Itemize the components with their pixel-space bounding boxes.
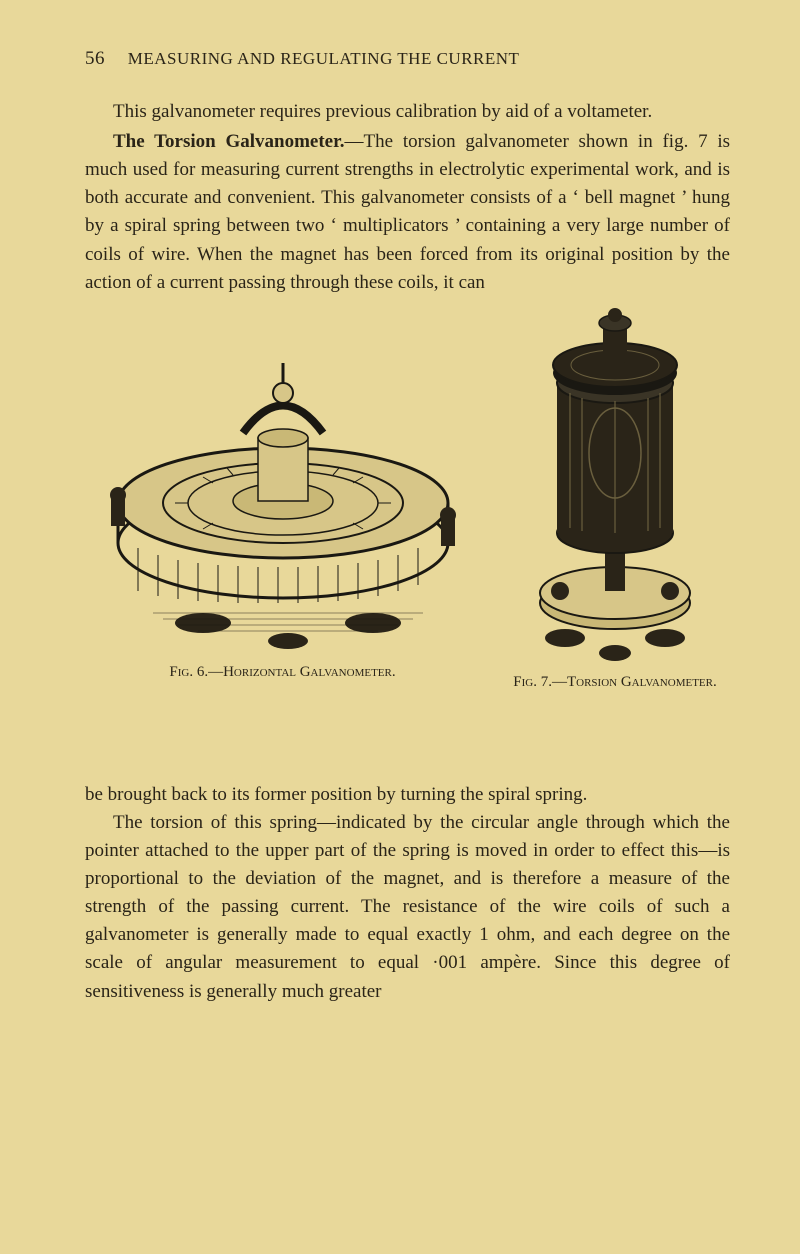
paragraph-intro: This galvanometer requires previous cali… <box>85 98 730 126</box>
figure-7: Fig. 7.—Torsion Galva­nometer. <box>500 303 730 693</box>
figure-7-text: —Torsion Galva­nometer. <box>552 674 717 690</box>
figure-7-caption: Fig. 7.—Torsion Galva­nometer. <box>500 673 730 693</box>
page: 56 MEASURING AND REGULATING THE CURRENT … <box>0 0 800 1056</box>
figure-6-caption: Fig. 6.—Horizontal Galvanometer. <box>85 663 480 683</box>
figure-7-label: Fig. 7. <box>513 674 552 690</box>
figure-6-text: —Horizontal Galvanometer. <box>208 664 396 680</box>
running-header: 56 MEASURING AND REGULATING THE CURRENT <box>85 48 730 70</box>
figure-area: Fig. 6.—Horizontal Galvanometer. <box>85 303 730 763</box>
paragraph-continue-2: The torsion of this spring—indicated by … <box>85 809 730 1006</box>
figure-6-label: Fig. 6. <box>169 664 208 680</box>
horizontal-galvanometer-illustration <box>93 343 473 653</box>
section-heading-torsion: The Torsion Galvanometer. <box>113 131 345 152</box>
paragraph-continue-1: be brought back to its former position b… <box>85 781 730 809</box>
page-number: 56 <box>85 48 105 69</box>
figure-6: Fig. 6.—Horizontal Galvanometer. <box>85 343 480 683</box>
paragraph-torsion-body: —The torsion galvanometer shown in fig. … <box>85 131 730 293</box>
paragraph-torsion: The Torsion Galvanometer.—The torsion ga… <box>85 128 730 297</box>
running-head-title: MEASURING AND REGULATING THE CURRENT <box>128 49 520 68</box>
torsion-galvanometer-illustration <box>530 303 700 663</box>
